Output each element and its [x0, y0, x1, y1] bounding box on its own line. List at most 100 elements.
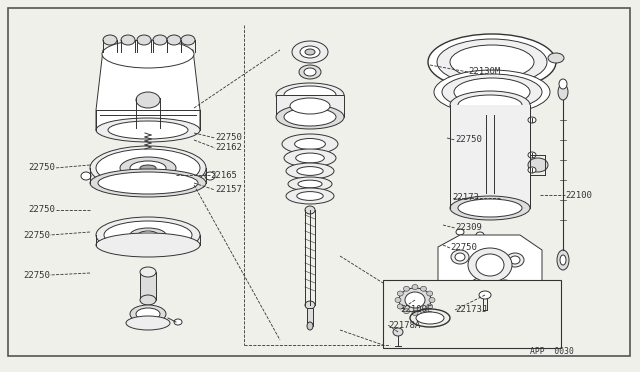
Text: 22165: 22165 — [210, 170, 237, 180]
Ellipse shape — [458, 199, 522, 217]
Ellipse shape — [403, 286, 410, 291]
Ellipse shape — [420, 286, 426, 291]
Ellipse shape — [90, 146, 206, 190]
Text: 22309: 22309 — [455, 224, 482, 232]
Ellipse shape — [96, 149, 200, 187]
Ellipse shape — [395, 298, 401, 302]
Ellipse shape — [181, 35, 195, 45]
Ellipse shape — [292, 41, 328, 63]
Ellipse shape — [103, 35, 117, 45]
Polygon shape — [96, 50, 200, 130]
Ellipse shape — [397, 304, 403, 309]
Ellipse shape — [140, 165, 156, 171]
Ellipse shape — [282, 134, 338, 154]
Ellipse shape — [454, 78, 530, 106]
Text: 22750: 22750 — [215, 134, 242, 142]
Ellipse shape — [479, 291, 491, 299]
Ellipse shape — [294, 138, 325, 150]
Ellipse shape — [98, 172, 198, 194]
Ellipse shape — [130, 228, 166, 242]
Ellipse shape — [559, 79, 567, 89]
Ellipse shape — [450, 91, 530, 119]
Text: 22750: 22750 — [455, 135, 482, 144]
Ellipse shape — [434, 70, 550, 114]
Ellipse shape — [284, 149, 336, 167]
Ellipse shape — [412, 311, 418, 315]
Ellipse shape — [284, 86, 336, 104]
Ellipse shape — [557, 250, 569, 270]
Text: 22100E: 22100E — [400, 305, 432, 314]
Text: 22173: 22173 — [452, 193, 479, 202]
Ellipse shape — [81, 172, 91, 180]
Ellipse shape — [140, 295, 156, 305]
Ellipse shape — [500, 283, 510, 291]
Ellipse shape — [442, 74, 542, 110]
Ellipse shape — [455, 253, 465, 261]
Ellipse shape — [121, 35, 135, 45]
Ellipse shape — [560, 255, 566, 265]
Ellipse shape — [471, 278, 489, 292]
Ellipse shape — [528, 158, 548, 172]
Ellipse shape — [174, 319, 182, 325]
Ellipse shape — [558, 84, 568, 100]
Ellipse shape — [510, 256, 520, 264]
Ellipse shape — [458, 95, 522, 115]
Ellipse shape — [528, 167, 536, 173]
Ellipse shape — [475, 281, 485, 289]
Ellipse shape — [427, 304, 433, 309]
Ellipse shape — [305, 301, 315, 309]
Ellipse shape — [429, 298, 435, 302]
Ellipse shape — [284, 108, 336, 126]
Ellipse shape — [428, 34, 556, 90]
Ellipse shape — [120, 157, 176, 179]
Ellipse shape — [397, 291, 403, 296]
Ellipse shape — [405, 292, 425, 308]
Ellipse shape — [126, 316, 170, 330]
Ellipse shape — [304, 68, 316, 76]
Ellipse shape — [528, 152, 536, 158]
Ellipse shape — [96, 217, 200, 253]
Ellipse shape — [399, 288, 431, 312]
Ellipse shape — [290, 98, 330, 114]
Bar — [383, 280, 561, 348]
Ellipse shape — [297, 192, 323, 201]
Bar — [450, 105, 530, 208]
Ellipse shape — [138, 231, 158, 239]
Text: 22750: 22750 — [450, 244, 477, 253]
Ellipse shape — [205, 172, 215, 180]
Ellipse shape — [137, 35, 151, 45]
Ellipse shape — [307, 322, 313, 330]
Ellipse shape — [466, 237, 474, 243]
Ellipse shape — [108, 121, 188, 139]
Ellipse shape — [496, 280, 514, 294]
Text: 22130M: 22130M — [468, 67, 500, 77]
Text: 22178A: 22178A — [388, 321, 420, 330]
Ellipse shape — [456, 229, 464, 235]
Bar — [140, 272, 156, 300]
Ellipse shape — [403, 309, 410, 314]
Ellipse shape — [393, 328, 403, 336]
Text: 22162: 22162 — [215, 144, 242, 153]
Ellipse shape — [96, 233, 200, 257]
Bar — [276, 95, 344, 117]
Bar — [307, 308, 313, 326]
Ellipse shape — [412, 285, 418, 289]
Ellipse shape — [136, 308, 160, 320]
Text: 22750: 22750 — [28, 164, 55, 173]
Ellipse shape — [548, 53, 564, 63]
Ellipse shape — [305, 206, 315, 214]
Ellipse shape — [299, 65, 321, 79]
Text: APP  0030: APP 0030 — [530, 347, 574, 356]
Ellipse shape — [305, 49, 315, 55]
Ellipse shape — [102, 40, 194, 68]
Ellipse shape — [130, 305, 166, 323]
Ellipse shape — [297, 167, 323, 176]
Ellipse shape — [420, 309, 426, 314]
Polygon shape — [438, 235, 542, 300]
Ellipse shape — [298, 180, 322, 188]
Ellipse shape — [506, 253, 524, 267]
Ellipse shape — [476, 254, 504, 276]
Ellipse shape — [104, 221, 192, 249]
Ellipse shape — [300, 46, 320, 58]
Ellipse shape — [96, 118, 200, 142]
